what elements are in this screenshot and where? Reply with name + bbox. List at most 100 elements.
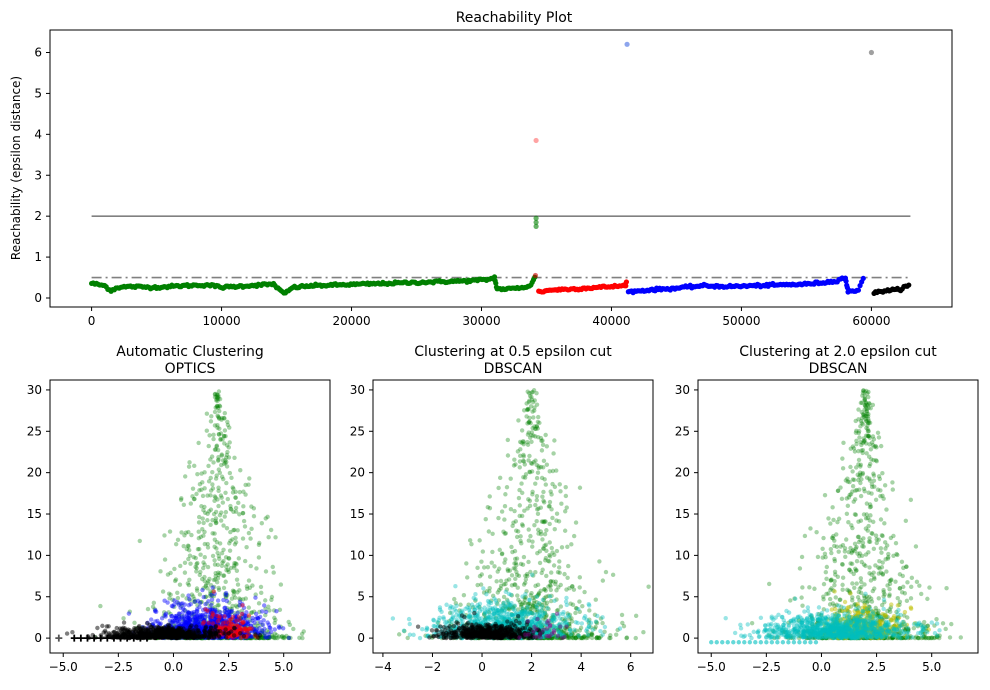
optics-green-point (208, 618, 213, 623)
dbscan-05-green-point (562, 528, 568, 533)
dbscan-05-green-point (525, 421, 530, 426)
optics-blue-point (266, 622, 272, 627)
optics-green-point (241, 518, 247, 524)
optics-green-point (216, 587, 222, 592)
optics-green-point (167, 529, 173, 534)
optics-y-tick-label: 30 (27, 383, 42, 397)
optics-green-point (202, 486, 207, 491)
dbscan-05-green-point (527, 415, 532, 421)
optics-green-point (247, 635, 252, 640)
optics-green-point (215, 458, 221, 463)
optics-blue-point (246, 634, 251, 639)
optics-green-point (205, 493, 210, 498)
reachability-outlier-point (533, 137, 539, 144)
optics-blue-point (235, 610, 240, 616)
optics-green-point (238, 468, 243, 473)
dbscan-05-green-point (527, 469, 532, 475)
optics-green-point (232, 589, 237, 594)
optics-blue-point (237, 626, 243, 632)
optics-green-point (236, 500, 241, 506)
optics-green-point (210, 531, 215, 536)
optics-blue-point (260, 628, 265, 634)
optics-green-point (183, 608, 188, 613)
optics-green-point (195, 602, 200, 608)
optics-green-point (233, 561, 238, 566)
optics-green-point (176, 600, 181, 606)
optics-green-point (211, 577, 217, 583)
optics-green-point (287, 622, 293, 627)
dbscan-05-green-point (508, 506, 514, 512)
optics-green-point (190, 612, 195, 618)
optics-green-point (270, 634, 275, 639)
optics-green-point (195, 547, 201, 552)
optics-green-point (207, 603, 212, 609)
optics-red-point (211, 589, 216, 594)
optics-black-point (194, 624, 199, 629)
optics-blue-point (180, 606, 186, 611)
optics-blue-point (126, 611, 132, 616)
optics-green-point (221, 433, 227, 439)
dbscan-05-y-tick-label: 15 (350, 507, 365, 521)
optics-blue-point (250, 626, 255, 631)
optics-green-point (282, 634, 287, 640)
dbscan-05-cyan-point (553, 617, 558, 622)
optics-blue-point (214, 614, 220, 620)
dbscan-05-y-tick-label: 30 (350, 383, 365, 397)
optics-blue-point (186, 615, 192, 620)
optics-y-tick-label: 0 (34, 631, 42, 645)
optics-green-point (197, 482, 203, 487)
dbscan-05-green-point (528, 593, 533, 598)
optics-green-point (225, 562, 230, 567)
optics-green-point (232, 542, 238, 547)
optics-green-point (205, 518, 210, 523)
dbscan-05-green-point (544, 594, 549, 599)
optics-green-point (212, 537, 218, 542)
optics-blue-point (173, 615, 179, 620)
optics-green-point (251, 513, 257, 519)
optics-green-point (237, 489, 243, 495)
dbscan-05-green-point (587, 608, 592, 613)
optics-blue-point (251, 627, 256, 632)
optics-black-point (213, 624, 218, 630)
optics-black-point (158, 635, 163, 640)
optics-green-point (186, 610, 191, 616)
optics-green-point (212, 409, 218, 415)
optics-blue-point (176, 615, 182, 620)
optics-green-point (221, 573, 227, 578)
optics-green-point (222, 608, 228, 614)
optics-blue-point (176, 611, 182, 616)
optics-green-point (182, 474, 188, 479)
dbscan-05-green-point (566, 563, 571, 569)
optics-blue-point (199, 613, 205, 618)
optics-green-point (210, 486, 216, 491)
dbscan-05-cyan-point (476, 604, 482, 609)
dbscan-05-green-point (519, 541, 524, 546)
optics-green-point (227, 541, 232, 546)
dbscan-05-green-point (541, 489, 546, 495)
optics-green-point (209, 591, 214, 596)
optics-green-point (223, 564, 229, 569)
dbscan-05-green-point (554, 548, 560, 554)
optics-green-point (212, 605, 218, 610)
optics-green-point (291, 626, 296, 632)
optics-blue-point (272, 627, 277, 632)
dbscan-05-green-point (621, 623, 627, 629)
optics-blue-point (262, 631, 267, 636)
optics-blue-point (209, 609, 214, 615)
optics-green-point (213, 391, 218, 397)
dbscan-05-cyan-point (527, 610, 533, 615)
optics-red-point (240, 620, 246, 625)
dbscan-05-green-point (519, 428, 525, 433)
optics-green-point (208, 589, 213, 594)
optics-green-point (209, 600, 215, 606)
reachability-y-tick-label: 5 (34, 86, 42, 100)
reachability-x-tick-label: 0 (88, 314, 96, 328)
optics-green-point (266, 635, 271, 641)
optics-green-point (219, 551, 225, 556)
optics-blue-point (185, 618, 191, 623)
optics-green-point (152, 607, 157, 612)
optics-blue-point (267, 625, 272, 630)
optics-blue-point (185, 611, 190, 616)
optics-black-point (241, 633, 247, 639)
